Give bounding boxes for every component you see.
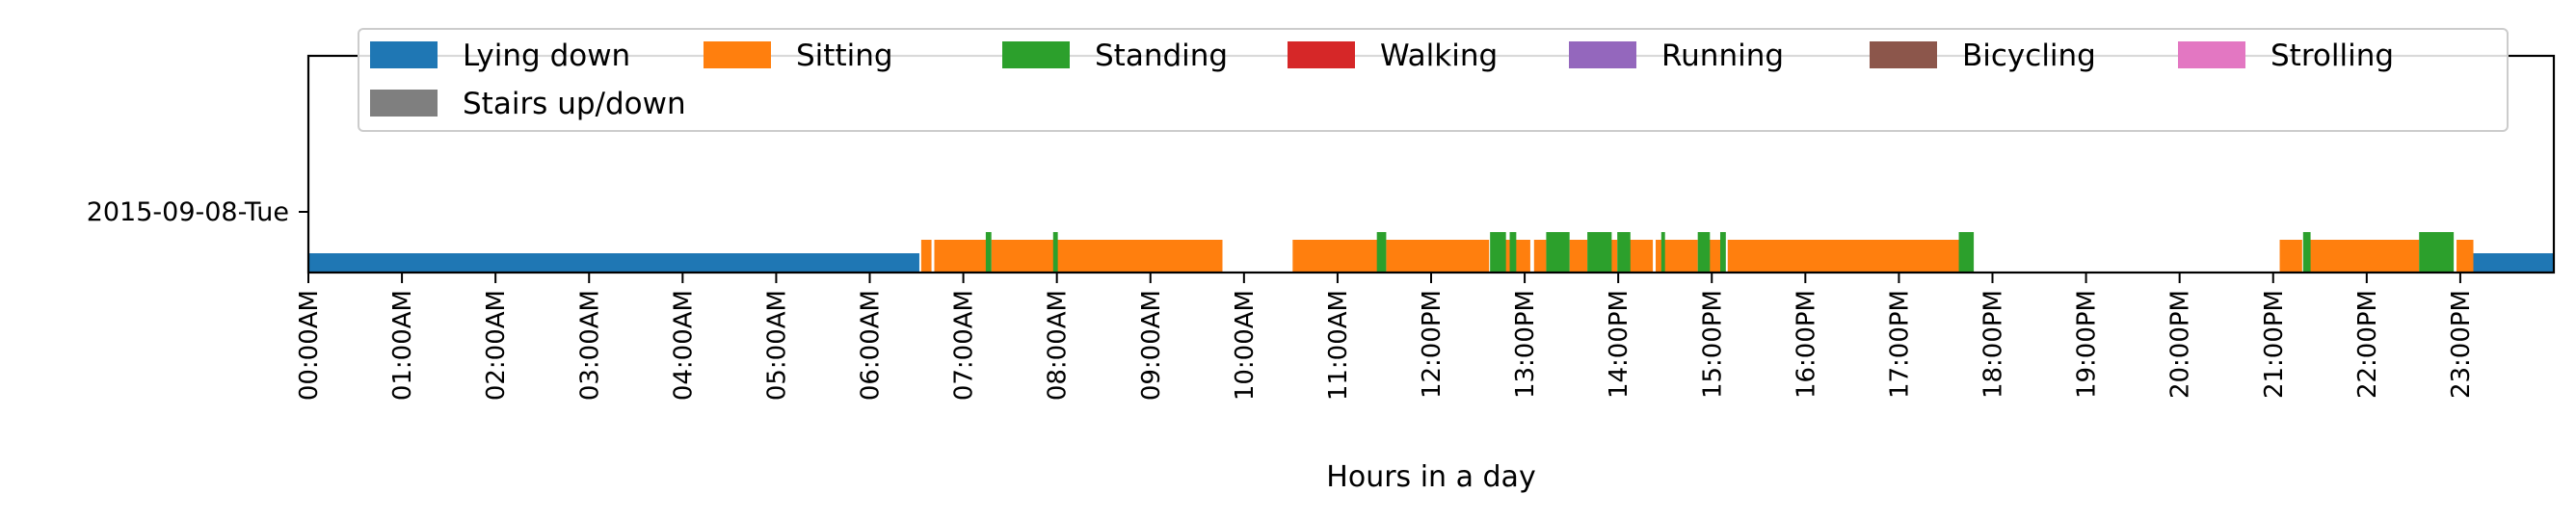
bar-sitting-10: [1627, 240, 1654, 273]
legend-label-strolling: Strolling: [2271, 39, 2394, 73]
legend-swatch-stairs-up-down: [370, 90, 438, 117]
bar-standing-0: [985, 232, 992, 273]
bar-sitting-15: [2309, 240, 2420, 273]
legend-label-sitting: Sitting: [796, 39, 893, 73]
legend-label-running: Running: [1661, 39, 1784, 73]
y-axis: 2015-09-08-Tue: [87, 197, 308, 227]
activity-bars: [308, 232, 2554, 273]
x-tick-label-11: 11:00AM: [1324, 290, 1353, 401]
legend-swatch-bicycling: [1870, 41, 1937, 68]
bar-sitting-7: [1533, 240, 1547, 273]
x-tick-label-9: 09:00AM: [1137, 290, 1166, 401]
x-tick-label-2: 02:00AM: [482, 290, 511, 401]
legend: Lying down Sitting Standing Walking Running B…: [358, 28, 2509, 132]
legend-label-lying-down: Lying down: [463, 39, 630, 73]
bar-standing-11: [1958, 232, 1975, 273]
bar-sitting-0: [920, 240, 932, 273]
bar-sitting-5: [1502, 240, 1513, 273]
x-tick-label-12: 12:00PM: [1418, 290, 1447, 399]
bar-standing-2: [1376, 232, 1387, 273]
legend-label-walking: Walking: [1380, 39, 1498, 73]
bar-sitting-12: [1709, 240, 1720, 273]
bar-standing-3: [1490, 232, 1506, 273]
x-tick-label-6: 06:00AM: [857, 290, 886, 401]
x-tick-label-21: 21:00PM: [2260, 290, 2289, 399]
legend-swatch-walking: [1288, 41, 1355, 68]
x-tick-label-8: 08:00AM: [1044, 290, 1073, 401]
legend-swatch-running: [1569, 41, 1636, 68]
bar-standing-7: [1617, 232, 1631, 273]
bar-sitting-1: [934, 240, 987, 273]
legend-swatch-lying-down: [370, 41, 438, 68]
legend-label-bicycling: Bicycling: [1962, 39, 2096, 73]
x-tick-label-4: 04:00AM: [669, 290, 698, 401]
x-tick-label-14: 14:00PM: [1605, 290, 1633, 399]
legend-label-standing: Standing: [1095, 39, 1228, 73]
legend-swatch-strolling: [2178, 41, 2245, 68]
legend-swatch-sitting: [704, 41, 771, 68]
bar-standing-9: [1697, 232, 1711, 273]
x-tick-label-19: 19:00PM: [2073, 290, 2102, 399]
x-tick-label-17: 17:00PM: [1885, 290, 1914, 399]
x-tick-label-22: 22:00PM: [2353, 290, 2382, 399]
bar-sitting-14: [2279, 240, 2302, 273]
bar-sitting-9: [1607, 240, 1618, 273]
legend-frame: [358, 28, 2509, 132]
bar-sitting-2: [991, 240, 1223, 273]
x-tick-label-3: 03:00AM: [575, 290, 604, 401]
x-tick-label-23: 23:00PM: [2447, 290, 2476, 399]
x-tick-label-20: 20:00PM: [2166, 290, 2195, 399]
bar-standing-5: [1546, 232, 1570, 273]
bar-sitting-8: [1569, 240, 1588, 273]
bar-standing-8: [1660, 232, 1665, 273]
x-tick-label-7: 07:00AM: [950, 290, 979, 401]
bar-lying-down-0: [308, 253, 919, 273]
bar-lying-down-1: [2469, 253, 2554, 273]
x-tick-label-10: 10:00AM: [1231, 290, 1260, 401]
x-tick-label-13: 13:00PM: [1511, 290, 1540, 399]
bar-sitting-13: [1727, 240, 1961, 273]
x-tick-label-1: 01:00AM: [388, 290, 417, 401]
bar-standing-12: [2302, 232, 2311, 273]
legend-label-stairs-up-down: Stairs up/down: [463, 87, 686, 121]
x-axis-label: Hours in a day: [1326, 460, 1535, 494]
bar-standing-1: [1052, 232, 1058, 273]
x-tick-label-0: 00:00AM: [295, 290, 324, 401]
bar-standing-6: [1587, 232, 1612, 273]
x-tick-label-18: 18:00PM: [1979, 290, 2008, 399]
y-tick-label-day: 2015-09-08-Tue: [87, 197, 289, 227]
bar-sitting-6: [1515, 240, 1530, 273]
bar-sitting-3: [1292, 240, 1380, 273]
bar-sitting-4: [1386, 240, 1490, 273]
x-tick-label-15: 15:00PM: [1698, 290, 1727, 399]
bar-standing-10: [1719, 232, 1726, 273]
legend-swatch-standing: [1002, 41, 1070, 68]
bar-standing-13: [2419, 232, 2455, 273]
x-tick-label-5: 05:00AM: [762, 290, 791, 401]
bar-sitting-16: [2456, 240, 2474, 273]
bar-standing-4: [1509, 232, 1517, 273]
x-axis: 00:00AM 01:00AM 02:00AM 03:00AM 04:00AM 05:00…: [295, 273, 2476, 401]
x-tick-label-16: 16:00PM: [1792, 290, 1820, 399]
